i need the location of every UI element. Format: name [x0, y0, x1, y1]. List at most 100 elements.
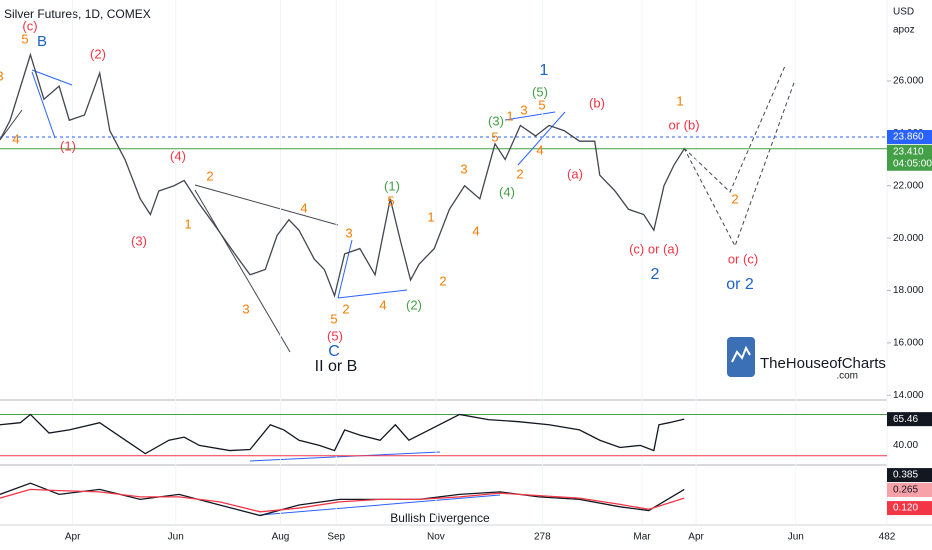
logo-icon	[731, 345, 751, 363]
trendline	[337, 289, 408, 299]
trendline	[31, 69, 73, 86]
wave-label: (4)	[499, 184, 515, 199]
wave-label: 5	[538, 97, 545, 112]
wave-label: (3)	[131, 233, 147, 248]
value-box	[887, 412, 932, 427]
price-label-box	[887, 130, 932, 145]
line	[0, 482, 685, 517]
x-tick-label: Apr	[65, 532, 81, 543]
wave-label: (c)	[22, 18, 37, 33]
wave-label: 2	[651, 266, 660, 283]
logo-name: TheHouseofCharts	[760, 355, 886, 372]
y-tick-label: 22.000	[893, 180, 924, 191]
wave-label: (3)	[488, 113, 504, 128]
wave-label: 2	[516, 166, 523, 181]
wave-label: 5	[330, 311, 337, 326]
wave-label: 4	[12, 131, 19, 146]
wave-label: 3	[460, 161, 467, 176]
price-label: 23.410	[893, 146, 924, 157]
y-tick-label: 14.000	[893, 390, 924, 401]
chart-title: Silver Futures, 1D, COMEX	[4, 7, 151, 21]
line	[0, 488, 685, 513]
wave-label: 2	[206, 168, 213, 183]
wave-label: 1	[427, 209, 434, 224]
wave-label: 4	[300, 200, 307, 215]
wave-label: B	[37, 33, 47, 50]
wave-label: 4	[379, 297, 386, 312]
note: apoz	[893, 25, 915, 36]
wave-label: 5	[491, 129, 498, 144]
wave-label: (5)	[532, 84, 548, 99]
wave-label: 5	[387, 193, 394, 208]
projection	[683, 65, 786, 193]
readout-label: 0.385	[893, 470, 918, 481]
x-tick-label: Sep	[327, 532, 345, 543]
x-tick-label: 482	[879, 532, 896, 543]
wave-label: (b)	[589, 95, 605, 110]
readout-label: 0.265	[893, 485, 918, 496]
divergence-line	[249, 451, 441, 462]
wave-label: (2)	[90, 46, 106, 61]
price-label-box	[887, 144, 932, 171]
annotation: Bullish Divergence	[390, 511, 490, 525]
readout-box	[887, 468, 932, 483]
logo: TheHouseofCharts .com	[727, 337, 886, 382]
y-tick-label: 40.00	[893, 440, 918, 451]
wave-label: 3	[0, 68, 4, 83]
readout-box	[887, 483, 932, 498]
wave-label: 1	[184, 216, 191, 231]
projection	[683, 79, 796, 248]
wave-label: C	[328, 343, 340, 360]
wave-label: 3	[520, 102, 527, 117]
x-tick-label: Mar	[633, 532, 651, 543]
x-tick-label: Jun	[788, 532, 804, 543]
wave-label: or (c)	[728, 251, 758, 266]
x-tick-label: Apr	[688, 532, 704, 543]
wave-label: (2)	[406, 297, 422, 312]
x-tick-label: Aug	[272, 532, 290, 543]
trendline	[31, 71, 56, 139]
wave-label: or (b)	[668, 117, 699, 132]
line	[0, 52, 685, 298]
wave-label: or 2	[726, 276, 754, 293]
y-tick-label: 18.000	[893, 285, 924, 296]
wave-label: 1	[676, 93, 683, 108]
wave-label: 2	[439, 273, 446, 288]
readout-label: 0.120	[893, 503, 918, 514]
trendline	[337, 239, 353, 299]
trendline	[504, 111, 556, 121]
wave-label: (1)	[384, 178, 400, 193]
countdown: 04:05:00	[893, 158, 932, 169]
wave-label: 4	[472, 223, 479, 238]
price-label: 23.860	[893, 132, 924, 143]
wave-label: (4)	[170, 148, 186, 163]
wave-label: 3	[242, 301, 249, 316]
readout-box	[887, 501, 932, 516]
trendline	[194, 189, 291, 353]
trendlines	[0, 65, 796, 516]
wave-label: 5	[21, 31, 28, 46]
value-label: 65.46	[893, 414, 918, 425]
trendline	[0, 109, 23, 141]
x-tick-label: Nov	[427, 532, 445, 543]
wave-label: 4	[536, 142, 543, 157]
divergence-line	[259, 494, 501, 516]
y-tick-label: 26.000	[893, 76, 924, 87]
wave-label: 2	[731, 191, 738, 206]
trendline	[194, 184, 339, 226]
x-tick-label: Jun	[168, 532, 184, 543]
trendline	[517, 111, 566, 166]
wave-label: II or B	[315, 358, 358, 375]
wave-label: (c) or (a)	[629, 241, 679, 256]
wave-label: (5)	[327, 328, 343, 343]
y-tick-label: 20.000	[893, 233, 924, 244]
logo-domain: .com	[836, 371, 858, 382]
wave-label: 1	[506, 108, 513, 123]
y-tick-label: 16.000	[893, 338, 924, 349]
wave-label: 1	[540, 62, 549, 79]
line	[0, 413, 685, 455]
wave-label: (a)	[567, 166, 583, 181]
x-tick-label: 278	[534, 532, 551, 543]
